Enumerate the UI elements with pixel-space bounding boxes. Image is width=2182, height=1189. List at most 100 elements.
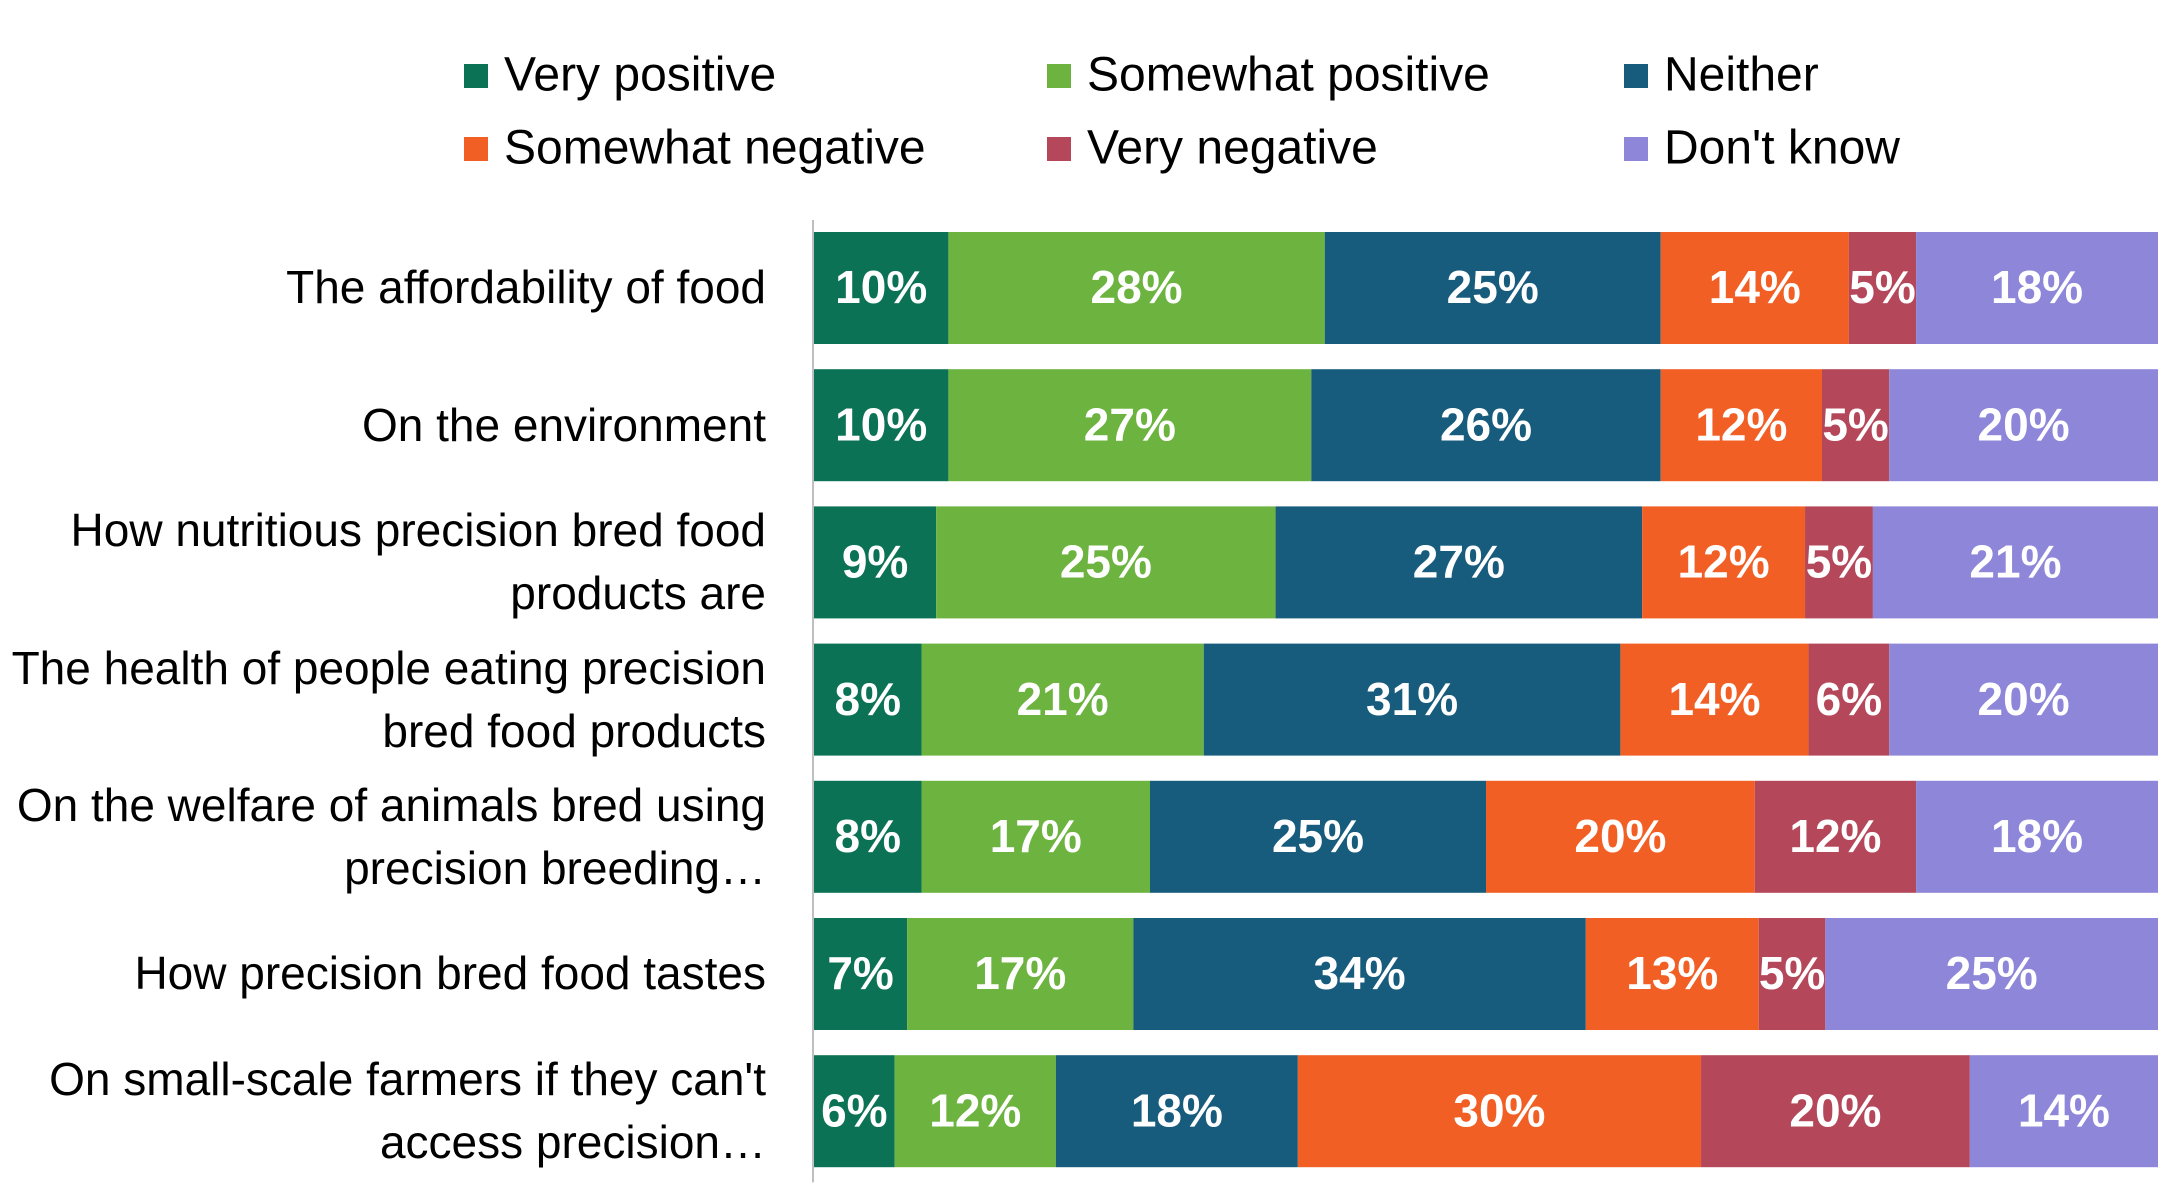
data-label: 20% [1574,810,1666,862]
y-tick-label: How precision bred food tastes [134,947,766,1000]
bar-segment [948,369,1312,482]
bar-segment [1916,780,2158,893]
bar-segment [1805,506,1873,619]
data-label: 21% [1017,673,1109,725]
data-label: 18% [1131,1084,1223,1136]
bar-segment [814,643,922,756]
data-label: 14% [2018,1084,2110,1136]
bar-segment [1822,369,1890,482]
bar-segment [1872,506,2158,619]
data-label: 25% [1946,947,2038,999]
data-label: 10% [835,398,927,450]
bar-segment [1620,643,1809,756]
data-label: 6% [821,1084,887,1136]
bar-segment [814,918,908,1030]
data-label: 17% [974,947,1066,999]
data-label: 5% [1849,261,1915,313]
data-label: 12% [1695,398,1787,450]
data-label: 34% [1314,947,1406,999]
data-label: 27% [1084,398,1176,450]
bar-segment [1642,506,1806,619]
bar-segment [1889,643,2158,756]
data-label: 8% [835,673,901,725]
bar-segment [921,643,1204,756]
bar-segment [936,506,1276,619]
data-label: 31% [1366,673,1458,725]
legend-label: Somewhat negative [504,122,926,175]
y-tick-label: The health of people eating precision br… [11,641,766,757]
bar-segment [1848,232,1917,344]
data-label: 25% [1272,810,1364,862]
data-label: 14% [1709,261,1801,313]
data-label: 20% [1789,1084,1881,1136]
legend-label: Don't know [1664,122,1900,175]
legend-label: Neither [1664,49,1819,102]
data-label: 18% [1991,261,2083,313]
bar-segment [814,232,949,344]
bar-segment [1324,232,1661,344]
bar-segment [1275,506,1643,619]
bar-segment [1133,918,1586,1030]
bar-segment [1055,1055,1298,1168]
bar-segment [1825,918,2158,1030]
data-label: 20% [1978,673,2070,725]
legend-swatch [464,137,488,161]
bar-segment [1660,369,1822,482]
data-label: 5% [1759,947,1825,999]
data-label: 6% [1816,673,1882,725]
legend-swatch [1047,64,1071,88]
legend-label: Somewhat positive [1087,49,1490,102]
bar-segment [1758,918,1826,1030]
data-label: 18% [1991,810,2083,862]
bar-segment [907,918,1134,1030]
data-label: 30% [1453,1084,1545,1136]
legend-swatch [464,64,488,88]
y-tick-label: On small-scale farmers if they can't acc… [49,1053,766,1169]
bar-segment [1969,1055,2158,1168]
data-label: 12% [1678,536,1770,588]
data-label: 12% [1789,810,1881,862]
y-tick-label: The affordability of food [286,261,766,314]
data-label: 9% [842,536,908,588]
legend-label: Very negative [1087,122,1378,175]
data-label: 17% [990,810,1082,862]
bar-segment [921,780,1150,893]
data-label: 28% [1091,261,1183,313]
y-tick-label: On the environment [361,398,766,451]
legend-label: Very positive [504,49,776,102]
bar-segment [948,232,1325,344]
data-label: 12% [929,1084,1021,1136]
bar-segment [1203,643,1621,756]
data-label: 25% [1060,536,1152,588]
bar-segment [1808,643,1890,756]
bar-segment [814,780,922,893]
bar-segment [814,369,949,482]
data-label: 5% [1822,398,1888,450]
y-tick-label: How nutritious precision bred food produ… [70,504,766,620]
y-tick-label: On the welfare of animals bred using pre… [16,778,766,894]
legend-swatch [1624,137,1648,161]
legend-swatch [1047,137,1071,161]
data-label: 10% [835,261,927,313]
data-label: 27% [1413,536,1505,588]
bar-segment [1150,780,1486,893]
bar-segment [1660,232,1849,344]
bar-segment [1754,780,1917,893]
data-label: 13% [1626,947,1718,999]
bar-segment [894,1055,1056,1168]
bar-segment [1311,369,1661,482]
bar-segment [1585,918,1759,1030]
bar-segment [1486,780,1755,893]
data-label: 26% [1440,398,1532,450]
bar-segment [1297,1055,1702,1168]
legend-swatch [1624,64,1648,88]
bar-segment [814,1055,895,1168]
bar-segment [1916,232,2158,344]
data-label: 20% [1978,398,2070,450]
data-label: 5% [1806,536,1872,588]
bar-segment [1701,1055,1970,1168]
data-label: 7% [827,947,893,999]
bar-segment [1889,369,2158,482]
